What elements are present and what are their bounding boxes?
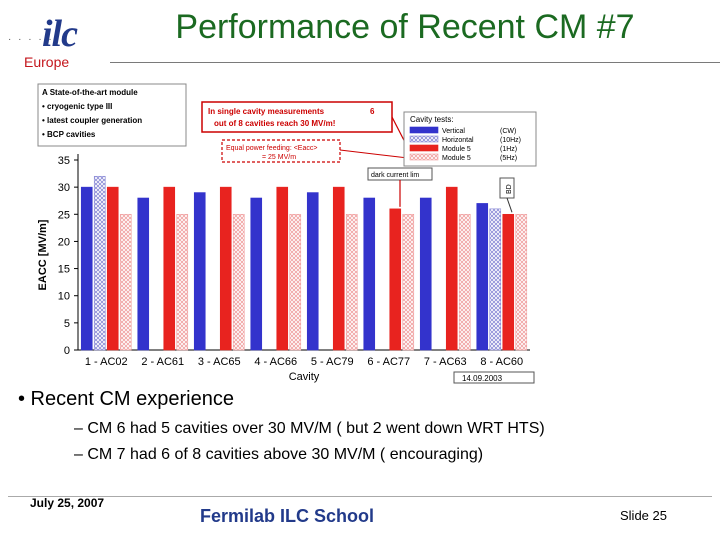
legend-entry-tag: (5Hz) <box>500 155 517 162</box>
y-tick-label: 15 <box>58 264 70 276</box>
bar-module5-1hz <box>106 186 119 351</box>
y-tick-label: 25 <box>58 209 70 221</box>
dark-current-label: dark current lim <box>371 172 419 179</box>
bar-module5-5hz <box>176 213 189 351</box>
date-stamp: 14.09.2003 <box>462 374 503 383</box>
legend-entry-name: Horizontal <box>442 137 474 144</box>
legend-entry-name: Module 5 <box>442 155 471 162</box>
y-tick-label: 5 <box>64 318 70 330</box>
bar-module5-5hz <box>515 213 528 351</box>
performance-chart: 0 5 10 15 20 25 30 35 EACC [MV/m] Cavity 1 - AC02 2… <box>30 82 540 384</box>
y-axis-label: EACC [MV/m] <box>37 219 49 290</box>
footer-divider <box>8 496 712 497</box>
bar-vertical <box>419 197 432 351</box>
info-box-item: • cryogenic type III <box>42 102 112 111</box>
x-tick-label: 3 - AC65 <box>198 356 241 368</box>
y-tick-label: 10 <box>58 291 70 303</box>
legend-swatch <box>409 135 439 143</box>
legend-swatch <box>409 144 439 152</box>
callout-equal-power-line2: = 25 MV/m <box>262 154 296 161</box>
x-tick-label: 6 - AC77 <box>367 356 410 368</box>
x-tick-label: 2 - AC61 <box>141 356 184 368</box>
legend-entry-tag: (10Hz) <box>500 137 521 144</box>
chart-overlays: A State-of-the-art module • cryogenic typ… <box>37 83 537 384</box>
callout-equal-power-line1: Equal power feeding: <Eacc> <box>226 145 317 152</box>
y-tick-label: 20 <box>58 236 70 248</box>
bar-horizontal <box>93 175 106 351</box>
logo-brand: ilc <box>42 13 78 55</box>
x-tick-label: 4 - AC66 <box>254 356 297 368</box>
footer-school: Fermilab ILC School <box>200 506 375 526</box>
bar-module5-5hz <box>458 213 471 351</box>
bar-vertical <box>80 186 93 351</box>
x-tick-label: 5 - AC79 <box>311 356 354 368</box>
bar-vertical <box>363 197 376 351</box>
bar-module5-5hz <box>232 213 245 351</box>
callout-single-cavity-line2: out of 8 cavities reach 30 MV/m! <box>214 119 335 128</box>
info-box-heading: A State-of-the-art module <box>42 88 138 97</box>
slide-title: Performance of Recent CM #7 <box>175 8 635 46</box>
legend-title: Cavity tests: <box>410 115 454 124</box>
bar-module5-5hz <box>119 213 132 351</box>
bar-module5-1hz <box>445 186 458 351</box>
bar-module5-1hz <box>502 213 515 351</box>
bar-module5-5hz <box>345 213 358 351</box>
bullet-recent-cm: • Recent CM experience <box>18 388 234 410</box>
bar-module5-1hz <box>389 208 402 351</box>
bar-vertical <box>476 203 489 351</box>
legend-entry-name: Module 5 <box>442 146 471 153</box>
callout-equal-power <box>221 139 341 163</box>
bar-vertical <box>250 197 263 351</box>
info-box-item: • BCP cavities <box>42 130 96 139</box>
y-tick-label: 30 <box>58 182 70 194</box>
legend-swatch <box>409 153 439 161</box>
legend-entry-name: Vertical <box>442 128 465 135</box>
title-divider <box>110 62 720 63</box>
info-box-item: • latest coupler generation <box>42 116 142 125</box>
bar-module5-1hz <box>163 186 176 351</box>
callout-single-cavity <box>201 101 393 133</box>
x-tick-label: 7 - AC63 <box>424 356 467 368</box>
bar-vertical <box>193 192 206 351</box>
bd-label: BD <box>506 184 513 194</box>
legend-entry-tag: (CW) <box>500 128 516 135</box>
x-tick-label: 8 - AC60 <box>480 356 523 368</box>
bar-vertical <box>137 197 150 351</box>
legend-entry-tag: (1Hz) <box>500 146 517 153</box>
bar-module5-1hz <box>219 186 232 351</box>
y-tick-label: 0 <box>64 345 70 357</box>
logo-region: Europe <box>24 54 70 70</box>
x-axis-label: Cavity <box>289 371 320 383</box>
callout-single-cavity-count: 6 <box>370 107 375 116</box>
bar-vertical <box>306 192 319 351</box>
ilc-europe-logo: · · · · · ilc Europe <box>8 13 78 70</box>
slide-number: Slide 25 <box>620 508 667 523</box>
bar-horizontal <box>489 208 502 351</box>
equal-power-arrow <box>339 149 409 159</box>
chart-bars <box>80 175 528 351</box>
bar-module5-1hz <box>332 186 345 351</box>
sub-point-cm7: – CM 7 had 6 of 8 cavities above 30 MV/M… <box>74 446 484 463</box>
callout-single-cavity-line1: In single cavity measurements <box>208 107 325 116</box>
date-stamp-box <box>453 371 535 384</box>
bd-arrow <box>506 197 513 213</box>
legend-swatch <box>409 126 439 134</box>
bar-module5-5hz <box>289 213 302 351</box>
info-box <box>37 83 187 147</box>
sub-point-cm6: – CM 6 had 5 cavities over 30 MV/M ( but… <box>74 420 545 437</box>
x-tick-label: 1 - AC02 <box>85 356 128 368</box>
chart-axes: 0 5 10 15 20 25 30 35 EACC [MV/m] Cavity 1 - AC02 2… <box>37 154 530 383</box>
footer-date: July 25, 2007 <box>30 496 105 510</box>
bar-module5-5hz <box>402 213 415 351</box>
bar-module5-1hz <box>276 186 289 351</box>
y-tick-label: 35 <box>58 155 70 167</box>
